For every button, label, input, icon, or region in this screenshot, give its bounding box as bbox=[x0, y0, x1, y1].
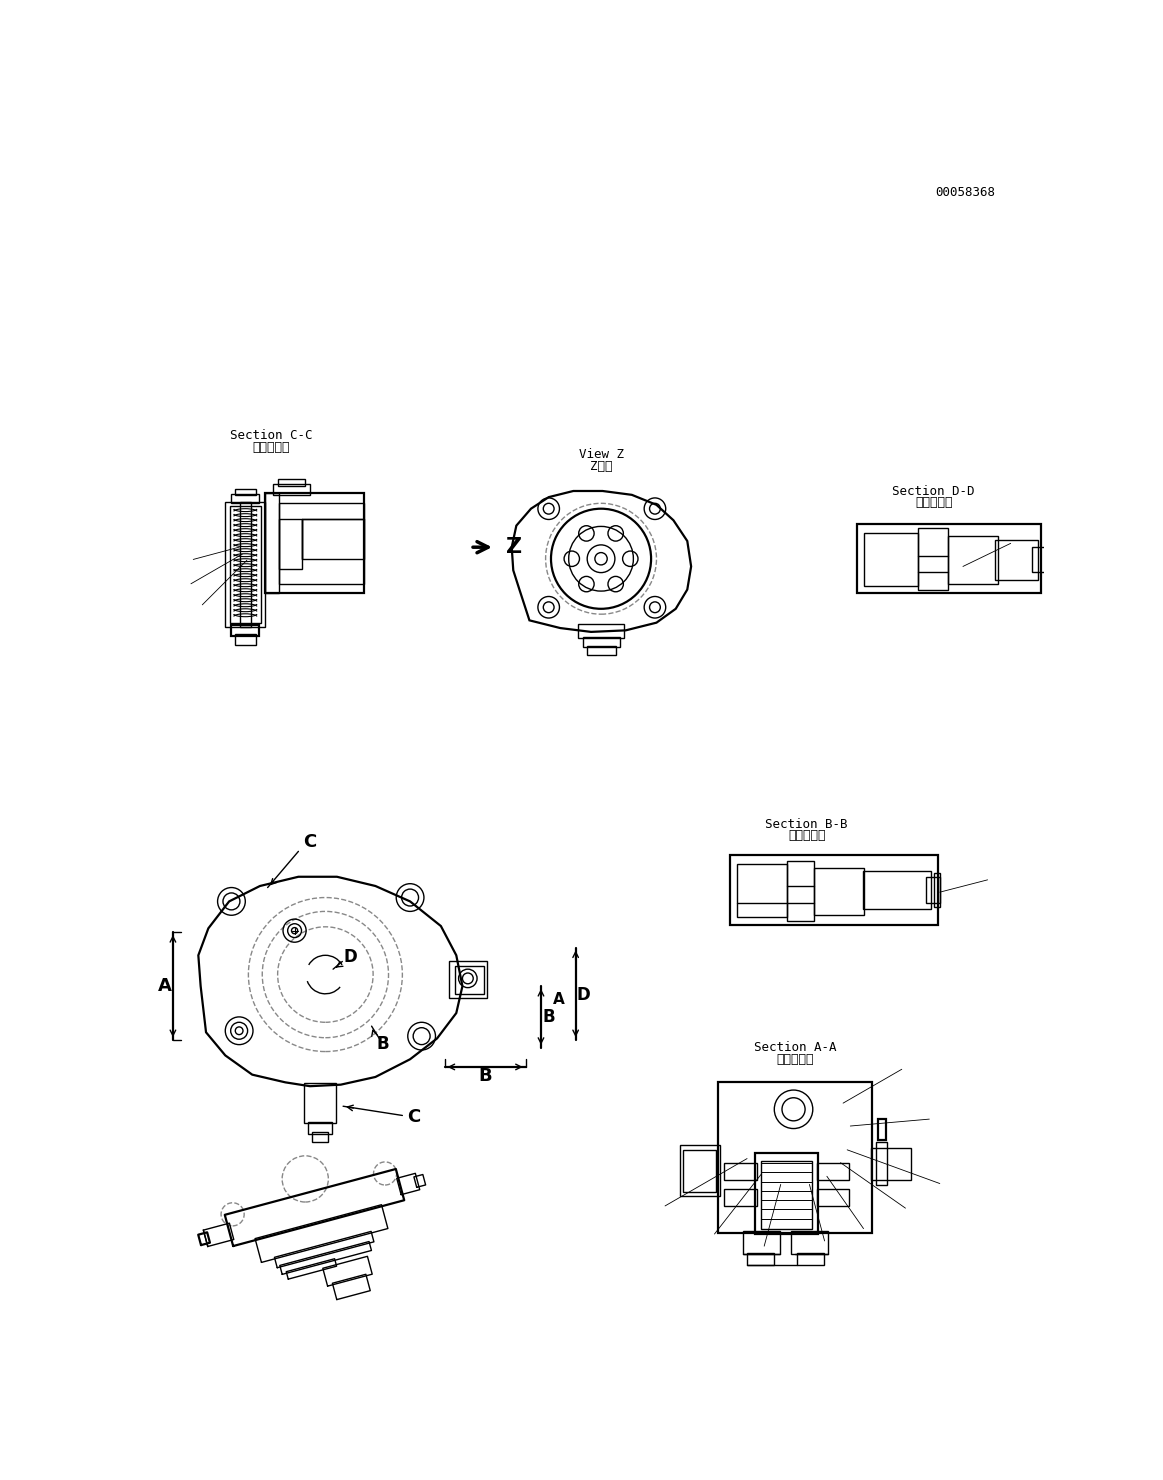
Circle shape bbox=[373, 1162, 397, 1185]
Bar bbox=[787, 860, 814, 921]
Bar bbox=[729, 855, 937, 925]
Text: Z: Z bbox=[506, 537, 522, 556]
Bar bbox=[230, 506, 261, 623]
Bar bbox=[816, 1163, 849, 1180]
Text: Section A-A: Section A-A bbox=[754, 1042, 836, 1054]
Bar bbox=[878, 1119, 886, 1140]
Circle shape bbox=[284, 1157, 327, 1200]
Text: C: C bbox=[304, 833, 316, 851]
Bar bbox=[876, 1143, 887, 1185]
Bar bbox=[235, 488, 256, 494]
Text: 断面Ｄ－Ｄ: 断面Ｄ－Ｄ bbox=[915, 496, 952, 509]
Bar bbox=[584, 636, 620, 647]
Bar bbox=[725, 1188, 757, 1206]
Bar bbox=[755, 1153, 819, 1234]
Bar bbox=[857, 524, 1042, 593]
Bar bbox=[455, 966, 484, 993]
Text: 断面Ｂ－Ｂ: 断面Ｂ－Ｂ bbox=[787, 829, 826, 842]
Bar bbox=[279, 518, 302, 568]
Bar bbox=[871, 1148, 911, 1180]
Text: View Z: View Z bbox=[578, 448, 623, 462]
Bar bbox=[863, 870, 930, 909]
Bar bbox=[231, 494, 259, 503]
Bar bbox=[449, 961, 487, 998]
Bar bbox=[240, 502, 251, 626]
Bar bbox=[587, 645, 616, 656]
Text: B: B bbox=[542, 1008, 555, 1026]
Circle shape bbox=[227, 1209, 238, 1220]
Bar bbox=[743, 1231, 779, 1254]
Bar bbox=[1033, 548, 1044, 571]
Text: Z　視: Z 視 bbox=[590, 460, 612, 472]
Circle shape bbox=[295, 1169, 315, 1188]
Bar bbox=[926, 876, 940, 903]
Circle shape bbox=[300, 1174, 311, 1184]
Text: 断面Ａ－Ａ: 断面Ａ－Ａ bbox=[777, 1052, 814, 1066]
Bar bbox=[226, 502, 265, 626]
Circle shape bbox=[290, 1163, 321, 1194]
Bar bbox=[996, 540, 1037, 580]
Bar bbox=[948, 536, 998, 585]
Bar bbox=[265, 493, 364, 593]
Bar bbox=[684, 1150, 715, 1193]
Bar bbox=[578, 625, 625, 638]
Text: B: B bbox=[478, 1067, 492, 1085]
Bar bbox=[791, 1231, 828, 1254]
Text: Section B-B: Section B-B bbox=[765, 818, 848, 830]
Circle shape bbox=[376, 1165, 394, 1183]
Bar bbox=[934, 873, 940, 907]
Bar bbox=[718, 1082, 872, 1233]
Text: 断面Ｃ－Ｃ: 断面Ｃ－Ｃ bbox=[252, 441, 291, 453]
Bar bbox=[919, 528, 948, 589]
Bar bbox=[762, 1160, 812, 1228]
Circle shape bbox=[595, 552, 607, 565]
Text: D: D bbox=[577, 986, 590, 1005]
Bar bbox=[265, 493, 279, 593]
Bar bbox=[816, 1188, 849, 1206]
Text: D: D bbox=[343, 947, 357, 966]
Bar bbox=[725, 1163, 757, 1180]
Bar bbox=[814, 867, 864, 915]
Bar bbox=[737, 864, 787, 916]
Bar bbox=[308, 1122, 331, 1134]
Text: Section C-C: Section C-C bbox=[230, 429, 313, 443]
Text: A: A bbox=[552, 993, 564, 1008]
Bar bbox=[235, 635, 256, 645]
Bar bbox=[304, 1083, 336, 1123]
Bar bbox=[278, 480, 306, 485]
Circle shape bbox=[221, 1203, 244, 1225]
Bar bbox=[864, 533, 919, 586]
Bar bbox=[679, 1146, 720, 1196]
Bar bbox=[797, 1252, 823, 1265]
Bar bbox=[302, 518, 364, 559]
Text: 00058368: 00058368 bbox=[935, 186, 996, 200]
Text: C: C bbox=[407, 1109, 421, 1126]
Bar bbox=[312, 1132, 328, 1141]
Circle shape bbox=[283, 1156, 328, 1202]
Text: Section D-D: Section D-D bbox=[892, 485, 975, 499]
Bar bbox=[748, 1252, 775, 1265]
Text: A: A bbox=[158, 977, 172, 995]
Bar bbox=[279, 503, 364, 585]
Text: B: B bbox=[377, 1035, 390, 1052]
Circle shape bbox=[223, 1205, 242, 1224]
Circle shape bbox=[379, 1168, 391, 1180]
Bar bbox=[273, 484, 311, 494]
Bar bbox=[231, 625, 259, 636]
